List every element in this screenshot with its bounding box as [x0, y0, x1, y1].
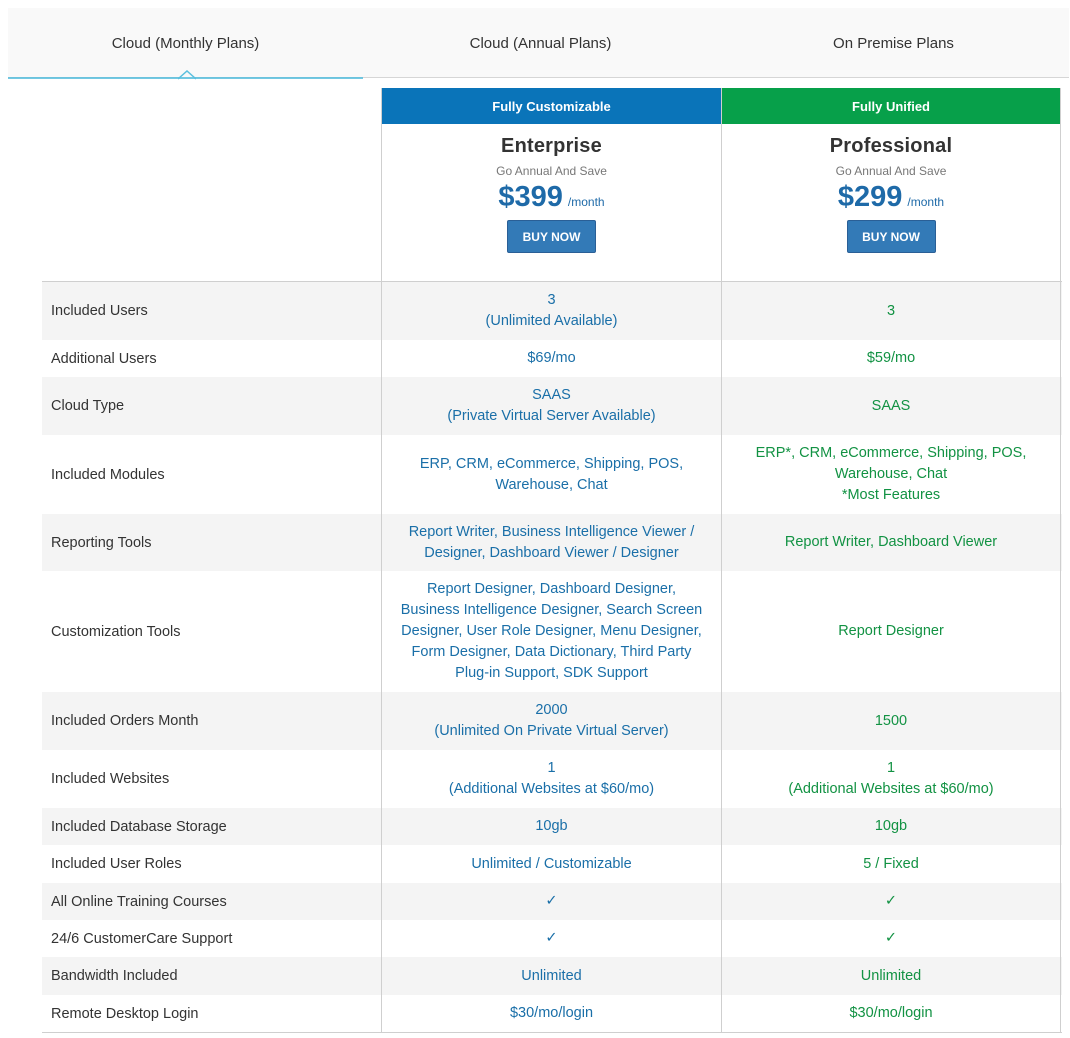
checkmark-icon: ✓	[721, 920, 1061, 957]
enterprise-value: Report Writer, Business Intelligence Vie…	[381, 514, 721, 571]
feature-label: All Online Training Courses	[51, 893, 227, 910]
feature-row: Cloud Type SAAS (Private Virtual Server A…	[42, 377, 1062, 435]
feature-label: Included Orders Month	[51, 713, 199, 729]
feature-label: Bandwidth Included	[51, 968, 178, 984]
professional-value: $59/mo	[721, 340, 1061, 377]
professional-value: ERP*, CRM, eCommerce, Shipping, POS, War…	[721, 435, 1061, 514]
feature-label: Reporting Tools	[51, 534, 152, 551]
buy-now-button-professional[interactable]: BUY NOW	[846, 220, 936, 253]
plan-price: $299	[837, 181, 903, 213]
professional-value: Report Writer, Dashboard Viewer	[721, 514, 1061, 571]
professional-value: Unlimited	[721, 957, 1061, 995]
checkmark-icon: ✓	[381, 920, 721, 957]
feature-label: Cloud Type	[51, 398, 125, 414]
feature-row: 24/6 CustomerCare Support ✓ ✓	[42, 920, 1062, 957]
plan-price-block: $399 /month	[498, 181, 604, 214]
professional-value: 10gb	[721, 808, 1061, 845]
enterprise-value: $30/mo/login	[381, 995, 721, 1032]
enterprise-value: 10gb	[381, 808, 721, 845]
plan-banner: Fully Unified	[722, 88, 1060, 124]
plan-name: Professional	[829, 135, 953, 157]
feature-row: Included Orders Month 2000 (Unlimited On …	[42, 692, 1062, 750]
plan-professional: Fully Unified Professional Go Annual And…	[721, 88, 1061, 281]
feature-row: Included Users 3 (Unlimited Available) 3	[42, 282, 1062, 340]
feature-row: Customization Tools Report Designer, Dash…	[42, 571, 1062, 692]
plan-type-tabs: Cloud (Monthly Plans) Cloud (Annual Plan…	[8, 8, 1069, 80]
plan-name: Enterprise	[501, 135, 602, 157]
feature-row: Included User Roles Unlimited / Customiza…	[42, 845, 1062, 883]
feature-label: Included Modules	[51, 466, 165, 483]
active-tab-caret-icon	[178, 70, 196, 80]
feature-label: 24/6 CustomerCare Support	[51, 930, 233, 947]
tab-label: Cloud (Monthly Plans)	[111, 34, 260, 52]
feature-row: Additional Users $69/mo $59/mo	[42, 340, 1062, 377]
enterprise-value: ERP, CRM, eCommerce, Shipping, POS, Ware…	[381, 435, 721, 514]
plan-header-row: Fully Customizable Enterprise Go Annual …	[42, 88, 1062, 281]
professional-value: SAAS	[721, 377, 1061, 435]
feature-row: Included Database Storage 10gb 10gb	[42, 808, 1062, 845]
feature-label: Included User Roles	[51, 856, 182, 872]
blank-header-cell	[42, 88, 381, 281]
professional-value: $30/mo/login	[721, 995, 1061, 1032]
buy-now-button-enterprise[interactable]: BUY NOW	[507, 220, 596, 253]
feature-row: Reporting Tools Report Writer, Business I…	[42, 514, 1062, 571]
plan-tagline: Go Annual And Save	[835, 164, 947, 178]
checkmark-icon: ✓	[381, 883, 721, 920]
feature-label: Included Users	[51, 303, 148, 319]
enterprise-value: 2000 (Unlimited On Private Virtual Serve…	[381, 692, 721, 750]
checkmark-icon: ✓	[721, 883, 1061, 920]
professional-value: 3	[721, 282, 1061, 340]
feature-label: Additional Users	[51, 350, 157, 367]
feature-row: All Online Training Courses ✓ ✓	[42, 883, 1062, 920]
feature-label: Included Database Storage	[51, 818, 227, 835]
professional-value: Report Designer	[721, 571, 1061, 692]
feature-label: Included Websites	[51, 771, 170, 787]
enterprise-value: 3 (Unlimited Available)	[381, 282, 721, 340]
pricing-table: Fully Customizable Enterprise Go Annual …	[42, 88, 1062, 1033]
plan-tagline: Go Annual And Save	[496, 164, 607, 178]
professional-value: 1 (Additional Websites at $60/mo)	[721, 750, 1061, 808]
enterprise-value: Unlimited	[381, 957, 721, 995]
feature-row: Included Websites 1 (Additional Websites …	[42, 750, 1062, 808]
enterprise-value: Unlimited / Customizable	[381, 845, 721, 883]
professional-value: 5 / Fixed	[721, 845, 1061, 883]
feature-label: Customization Tools	[51, 623, 181, 640]
tab-cloud-annual[interactable]: Cloud (Annual Plans)	[363, 8, 718, 78]
enterprise-value: Report Designer, Dashboard Designer, Bus…	[381, 571, 721, 692]
plan-price: $399	[498, 181, 563, 213]
feature-row: Bandwidth Included Unlimited Unlimited	[42, 957, 1062, 995]
feature-row: Included Modules ERP, CRM, eCommerce, Shi…	[42, 435, 1062, 514]
plan-price-block: $299 /month	[838, 181, 944, 214]
plan-period: /month	[567, 195, 605, 209]
tab-on-premise[interactable]: On Premise Plans	[718, 8, 1069, 78]
plan-enterprise: Fully Customizable Enterprise Go Annual …	[381, 88, 721, 281]
enterprise-value: $69/mo	[381, 340, 721, 377]
tab-label: Cloud (Annual Plans)	[469, 34, 612, 52]
plan-period: /month	[907, 195, 945, 209]
tab-cloud-monthly[interactable]: Cloud (Monthly Plans)	[8, 8, 363, 80]
feature-row: Remote Desktop Login $30/mo/login $30/mo/l…	[42, 995, 1062, 1032]
professional-value: 1500	[721, 692, 1061, 750]
enterprise-value: SAAS (Private Virtual Server Available)	[381, 377, 721, 435]
tab-label: On Premise Plans	[833, 34, 954, 52]
feature-rows: Included Users 3 (Unlimited Available) 3 Ad…	[42, 281, 1062, 1033]
plan-banner: Fully Customizable	[382, 88, 721, 124]
feature-label: Remote Desktop Login	[51, 1005, 199, 1022]
enterprise-value: 1 (Additional Websites at $60/mo)	[381, 750, 721, 808]
